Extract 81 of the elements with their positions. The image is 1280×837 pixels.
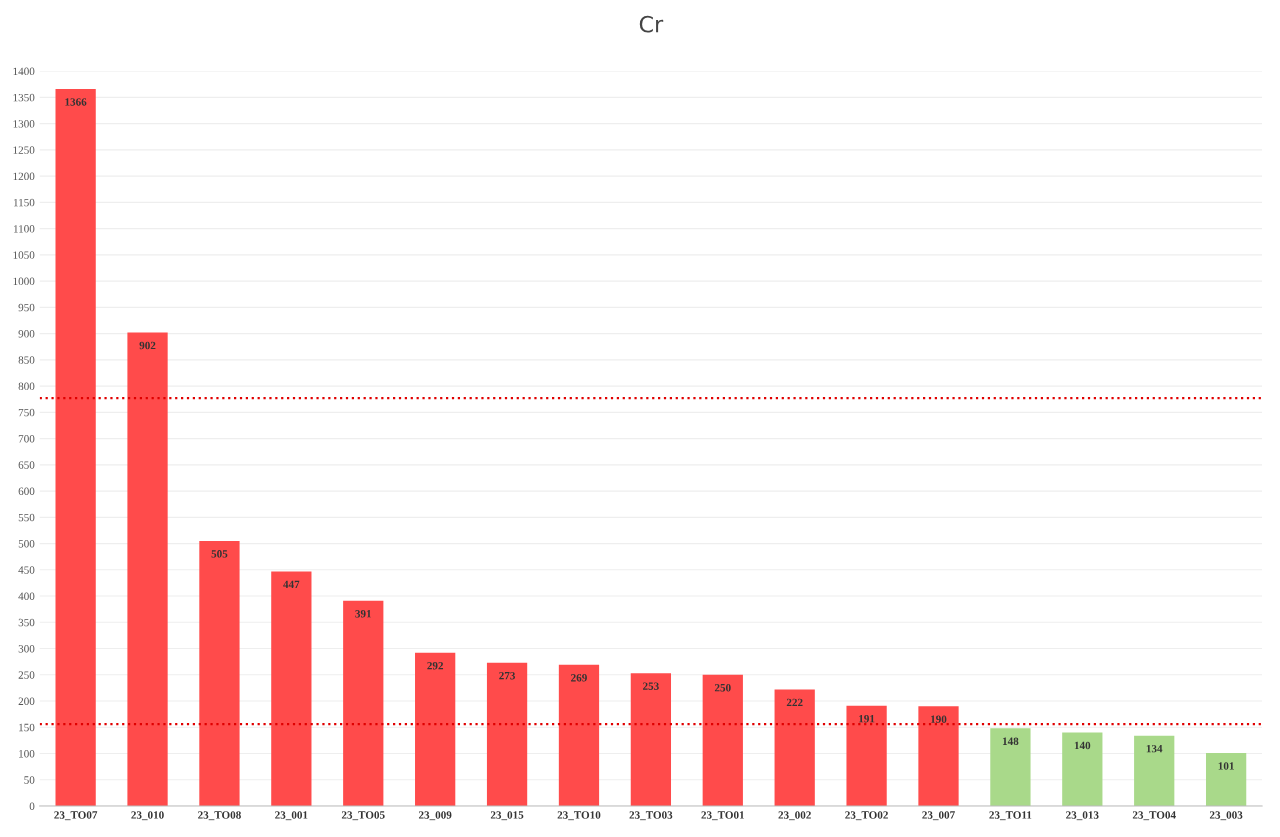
x-tick-label: 23_TO10 <box>557 811 601 821</box>
data-label: 447 <box>283 580 300 588</box>
data-label: 250 <box>714 683 731 692</box>
data-label: 148 <box>1002 737 1019 746</box>
x-tick-label: 23_002 <box>778 811 811 821</box>
y-tick-label: 0 <box>29 802 35 810</box>
y-tick-label: 700 <box>18 435 35 443</box>
data-label: 253 <box>643 682 659 690</box>
y-tick-label: 1200 <box>13 172 35 181</box>
bar <box>774 689 815 807</box>
bar <box>1205 753 1247 807</box>
y-tick-label: 750 <box>18 408 35 417</box>
data-label: 269 <box>571 674 587 682</box>
x-tick-label: 23_TO07 <box>54 811 98 821</box>
y-tick-label: 650 <box>18 461 35 469</box>
y-tick-label: 1300 <box>13 120 35 128</box>
data-label: 101 <box>1218 762 1234 770</box>
bar <box>1134 735 1175 807</box>
y-tick-label: 550 <box>18 513 35 522</box>
data-label: 292 <box>427 661 444 670</box>
x-tick-label: 23_015 <box>490 811 524 821</box>
x-tick-label: 23_TO05 <box>341 811 385 821</box>
data-label: 140 <box>1074 741 1091 750</box>
y-tick-label: 450 <box>18 566 35 574</box>
data-label: 190 <box>931 715 947 723</box>
y-tick-label: 150 <box>19 723 35 732</box>
bar <box>271 571 312 807</box>
bar <box>702 674 743 807</box>
bar <box>846 705 887 807</box>
bar <box>1062 732 1103 807</box>
y-tick-label: 900 <box>18 330 35 338</box>
y-tick-label: 100 <box>19 750 35 758</box>
y-tick-label: 400 <box>18 592 35 601</box>
bar <box>630 673 672 807</box>
bar <box>55 88 96 807</box>
x-tick-label: 23_TO11 <box>989 811 1032 821</box>
data-label: 505 <box>211 550 228 558</box>
x-tick-label: 23_013 <box>1066 811 1099 821</box>
y-tick-label: 1250 <box>13 146 35 154</box>
x-tick-label: 23_001 <box>275 811 308 821</box>
bar <box>558 664 600 807</box>
x-tick-label: 23_TO01 <box>701 811 745 821</box>
bar <box>486 662 528 807</box>
bar <box>918 706 959 807</box>
y-tick-label: 200 <box>18 697 35 706</box>
chart-title: Cr <box>639 15 664 33</box>
y-tick-label: 300 <box>18 645 35 653</box>
bar <box>343 600 384 807</box>
y-tick-label: 1350 <box>13 93 35 102</box>
y-tick-label: 950 <box>18 303 35 312</box>
data-label: 902 <box>139 341 156 350</box>
x-tick-label: 23_TO02 <box>845 811 888 821</box>
y-tick-label: 250 <box>18 671 35 679</box>
x-tick-label: 23_TO03 <box>629 811 673 821</box>
x-tick-label: 23_010 <box>131 811 164 821</box>
x-tick-label: 23_003 <box>1209 811 1243 821</box>
data-label: 1366 <box>65 98 87 106</box>
data-label: 134 <box>1146 744 1163 753</box>
x-tick-label: 23_TO08 <box>198 811 241 821</box>
y-tick-label: 1150 <box>13 198 35 207</box>
data-label: 391 <box>355 609 372 618</box>
bar <box>415 652 456 807</box>
data-label: 222 <box>786 698 803 707</box>
x-tick-label: 23_009 <box>418 811 452 821</box>
y-tick-label: 600 <box>18 487 35 496</box>
x-tick-label: 23_TO04 <box>1132 811 1176 821</box>
bar <box>199 540 240 807</box>
bar <box>990 728 1031 807</box>
data-label: 273 <box>499 671 516 680</box>
y-tick-label: 800 <box>18 382 35 391</box>
y-tick-label: 1050 <box>13 251 35 259</box>
y-tick-label: 1400 <box>13 67 35 76</box>
y-tick-label: 50 <box>24 776 35 784</box>
data-label: 191 <box>859 714 875 723</box>
y-tick-label: 1000 <box>13 277 35 286</box>
x-tick-label: 23_007 <box>922 811 955 821</box>
y-tick-label: 500 <box>18 540 35 548</box>
bar <box>127 332 168 807</box>
y-tick-label: 1100 <box>13 225 35 233</box>
y-tick-label: 350 <box>18 618 35 627</box>
y-tick-label: 850 <box>18 356 35 364</box>
